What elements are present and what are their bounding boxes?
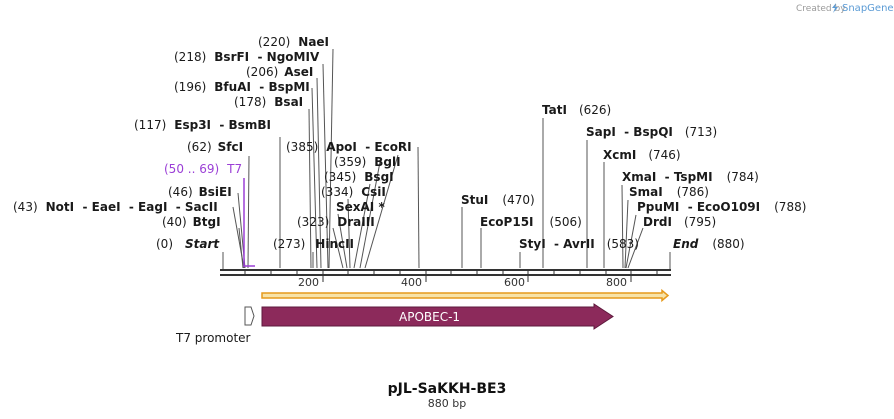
site-label: (117) Esp3I - BsmBI xyxy=(134,118,271,132)
site-label: (273) HincII xyxy=(273,237,354,251)
apobec-feature-arrow xyxy=(261,303,614,330)
t7-primer-marker xyxy=(243,178,255,267)
site-label: End (880) xyxy=(673,237,745,251)
site-label: (385) ApoI - EcoRI xyxy=(286,140,412,154)
sequence-axis xyxy=(220,269,671,276)
site-label: EcoP15I (506) xyxy=(480,215,582,229)
site-label: (345) BsgI xyxy=(324,170,394,184)
site-label: (50 .. 69) T7 xyxy=(164,162,242,176)
site-labels: (0) Start (40) BtgI (43) NotI - EaeI - EagI… xyxy=(13,35,806,251)
site-label: SapI - BspQI (713) xyxy=(586,125,717,139)
site-label: PpuMI - EcoO109I (788) xyxy=(637,200,806,214)
tick-800: 800 xyxy=(606,276,627,289)
apobec-label: APOBEC-1 xyxy=(399,310,460,324)
site-label: StyI - AvrII (583) xyxy=(519,237,639,251)
site-label: (218) BsrFI - NgoMIV xyxy=(174,50,320,64)
site-label: (196) BfuAI - BspMI xyxy=(174,80,310,94)
plasmid-length: 880 bp xyxy=(428,397,466,410)
snapgene-brand: SnapGene xyxy=(842,3,894,14)
site-label: (62) SfcI xyxy=(187,140,243,154)
site-label: XmaI - TspMI (784) xyxy=(622,170,759,184)
site-label: (43) NotI - EaeI - EagI - SacII xyxy=(13,200,218,214)
orf-arrow xyxy=(261,288,670,303)
site-label: (178) BsaI xyxy=(234,95,303,109)
created-by-text: Created by xyxy=(796,4,846,14)
tick-600: 600 xyxy=(504,276,525,289)
tick-400: 400 xyxy=(401,276,422,289)
site-label: (206) AseI xyxy=(246,65,313,79)
site-label: (334) CsiI xyxy=(321,185,386,199)
site-label: (220) NaeI xyxy=(258,35,329,49)
site-label: StuI (470) xyxy=(461,193,535,207)
site-label: SmaI (786) xyxy=(629,185,709,199)
site-label: XcmI (746) xyxy=(603,148,681,162)
t7-promoter-feature xyxy=(244,306,255,326)
tick-200: 200 xyxy=(298,276,319,289)
t7-promoter-label: T7 promoter xyxy=(175,331,251,345)
site-label: (40) BtgI xyxy=(162,215,221,229)
snapgene-logo-icon xyxy=(832,3,838,13)
cut-site-lines xyxy=(222,48,671,270)
site-label: DrdI (795) xyxy=(643,215,716,229)
site-label: (359) BglI xyxy=(334,155,401,169)
site-label: SexAI * xyxy=(336,200,385,214)
site-label: (323) DraIII xyxy=(297,215,375,229)
site-label: (0) Start xyxy=(156,237,220,251)
ruler: 200 400 600 800 xyxy=(298,276,632,289)
site-label: TatI (626) xyxy=(542,103,611,117)
plasmid-title: pJL-SaKKH-BE3 xyxy=(388,381,507,397)
site-label: (46) BsiEI xyxy=(168,185,232,199)
